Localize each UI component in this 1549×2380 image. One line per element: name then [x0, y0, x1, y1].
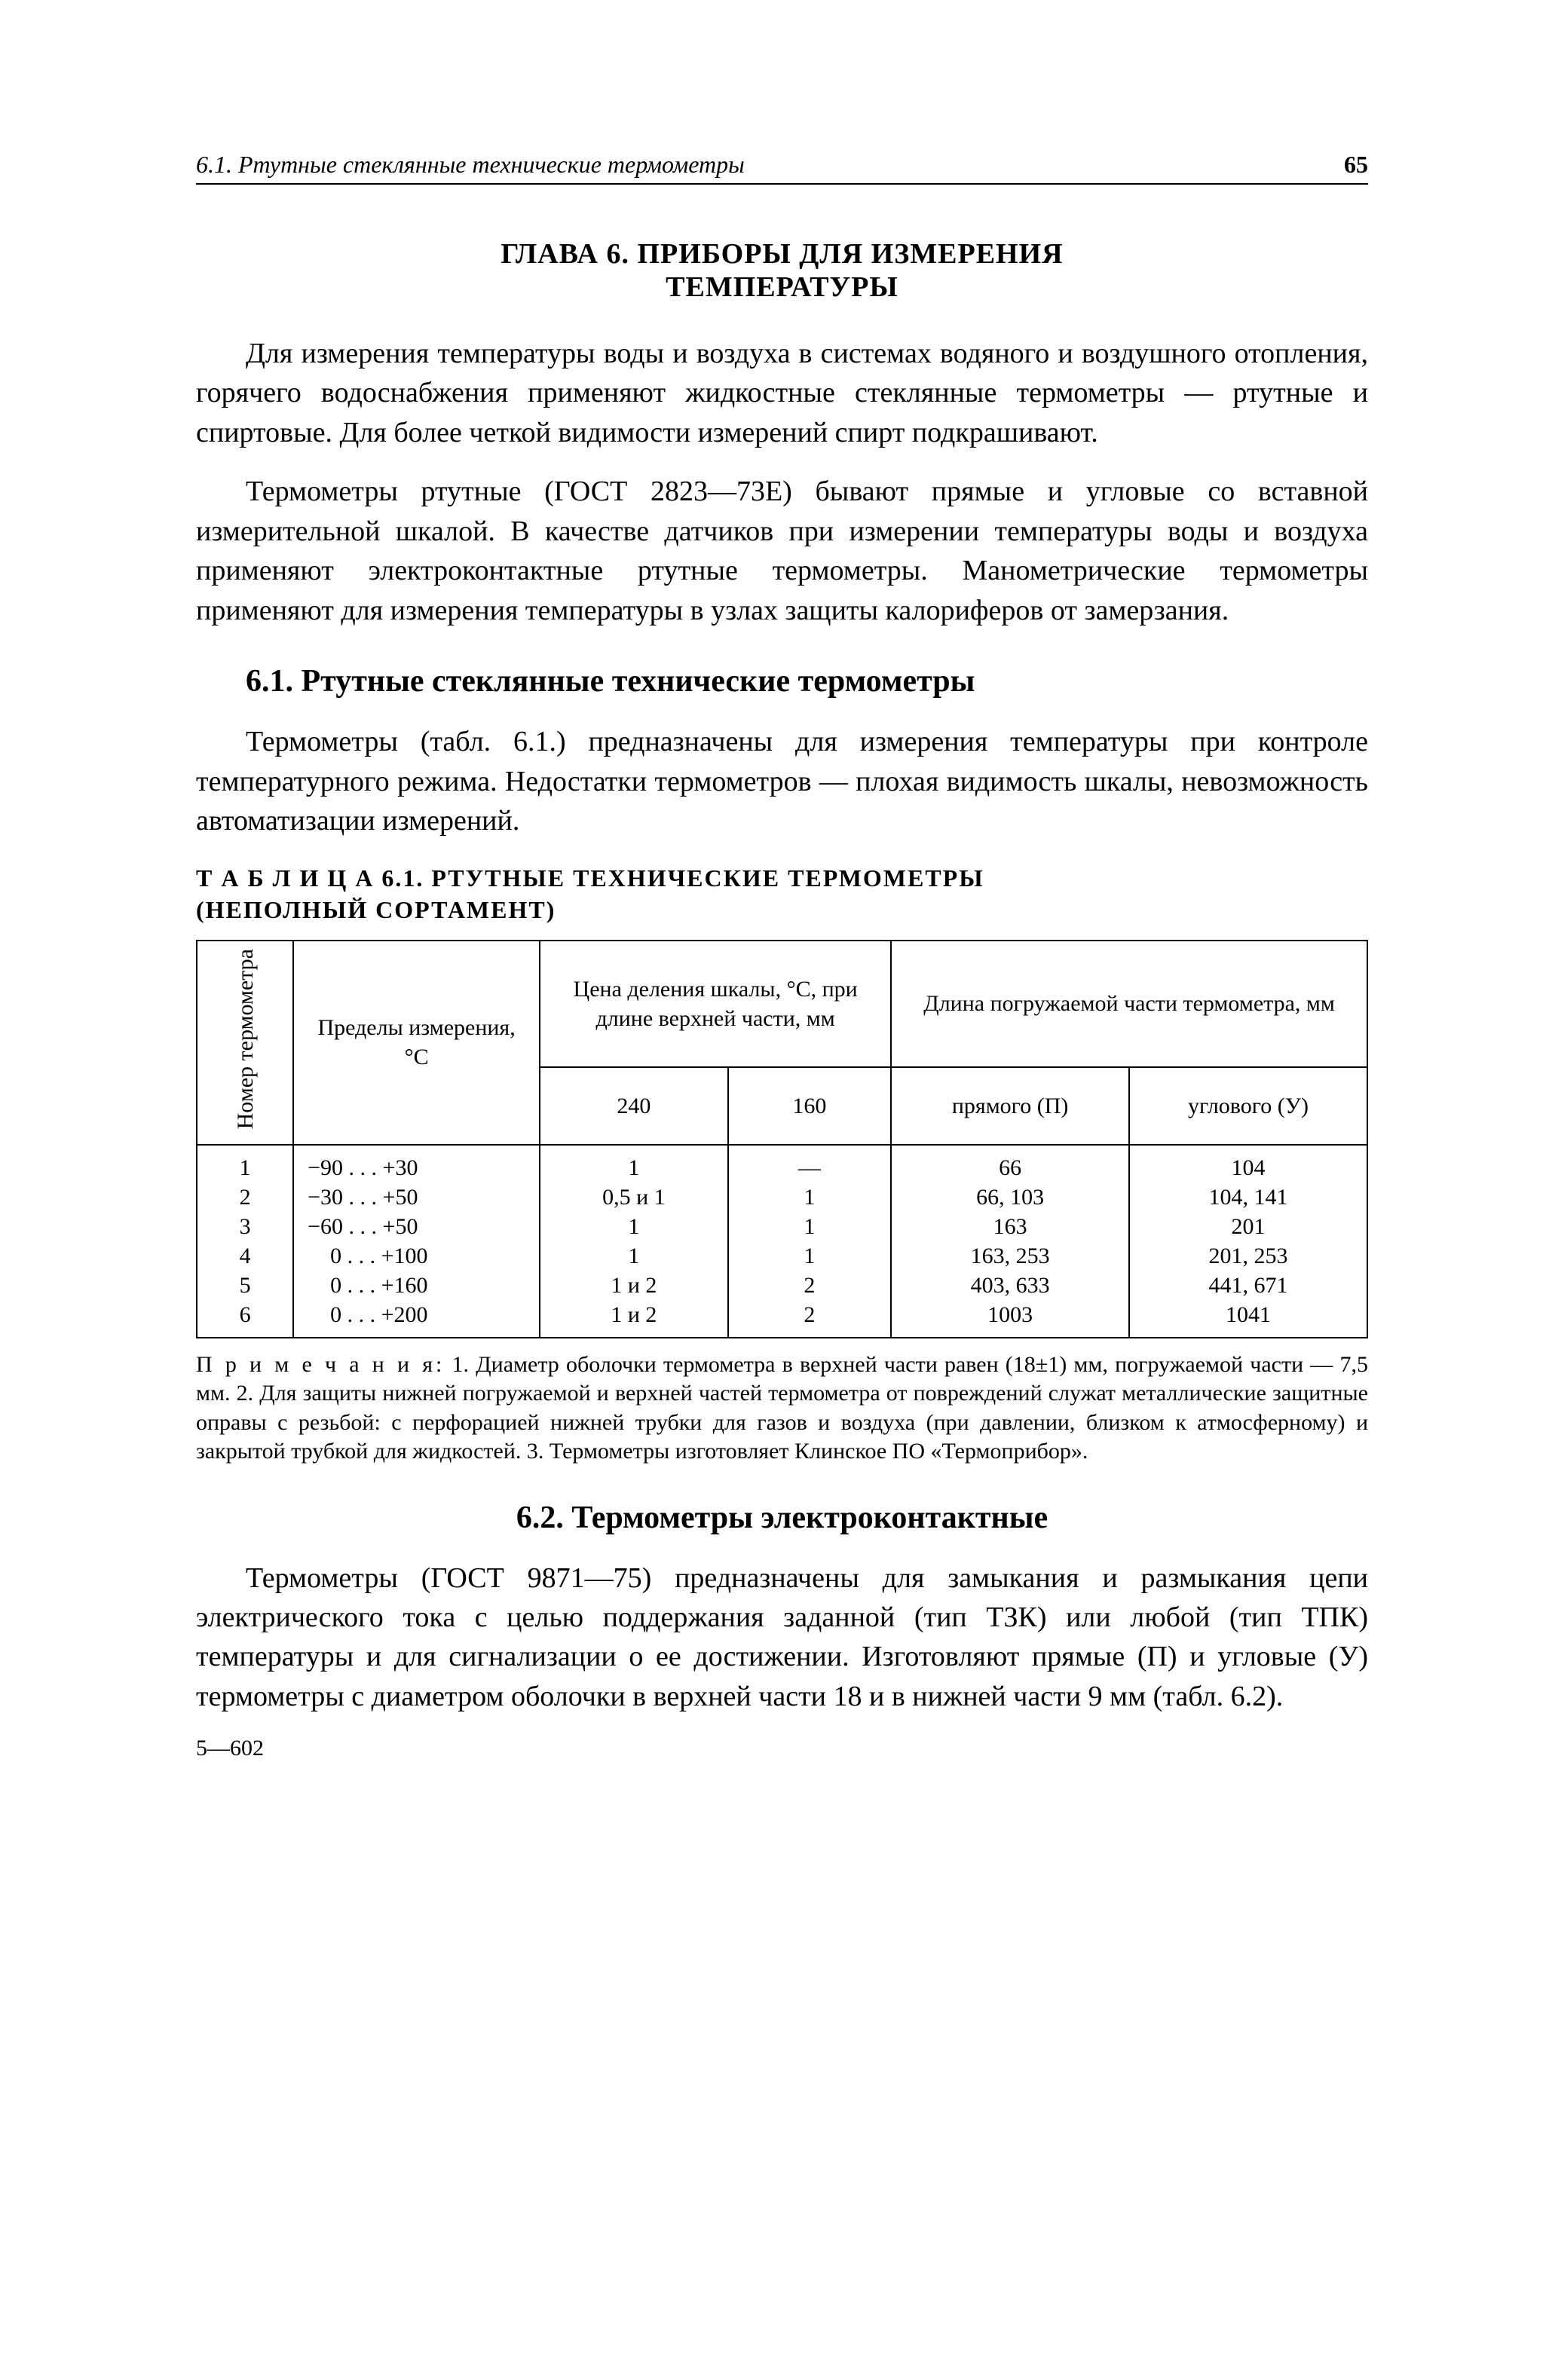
table-body: 1 2 3 4 5 6 −90 . . . +30 −30 . . . +50 … [197, 1145, 1367, 1338]
col-length-header: Длина погружаемой части термометра, мм [891, 941, 1367, 1068]
chapter-title: ГЛАВА 6. ПРИБОРЫ ДЛЯ ИЗМЕРЕНИЯ ТЕМПЕРАТУ… [196, 237, 1368, 304]
col-number-data: 1 2 3 4 5 6 [197, 1145, 293, 1338]
col-straight-header: прямого (П) [891, 1067, 1129, 1145]
col-angle-header: углового (У) [1129, 1067, 1367, 1145]
table-6-1: Номер термометра Пределы измерения, °С Ц… [196, 940, 1368, 1338]
running-title: 6.1. Ртутные стеклянные технические терм… [196, 151, 745, 179]
intro-paragraph-1: Для измерения температуры воды и воздуха… [196, 334, 1368, 452]
col-240-data: 1 0,5 и 1 1 1 1 и 2 1 и 2 [540, 1145, 728, 1338]
col-range-data: −90 . . . +30 −30 . . . +50 −60 . . . +5… [293, 1145, 540, 1338]
section-6-1-title: 6.1. Ртутные стеклянные технические терм… [196, 663, 1368, 699]
table-6-1-caption: Т А Б Л И Ц А 6.1. РТУТНЫЕ ТЕХНИЧЕСКИЕ Т… [196, 863, 1368, 925]
running-header: 6.1. Ртутные стеклянные технические терм… [196, 151, 1368, 185]
col-straight-data: 66 66, 103 163 163, 253 403, 633 1003 [891, 1145, 1129, 1338]
page: 6.1. Ртутные стеклянные технические терм… [0, 0, 1549, 2380]
intro-paragraph-2: Термометры ртутные (ГОСТ 2823—73Е) бываю… [196, 472, 1368, 630]
table-caption-line1: Т А Б Л И Ц А 6.1. РТУТНЫЕ ТЕХНИЧЕСКИЕ Т… [196, 863, 1368, 895]
col-angle-data: 104 104, 141 201 201, 253 441, 671 1041 [1129, 1145, 1367, 1338]
col-division-header: Цена деления шкалы, °С, при длине верхне… [540, 941, 891, 1068]
note-lead: П р и м е ч а н и я: [196, 1352, 445, 1377]
section-6-2-paragraph: Термометры (ГОСТ 9871—75) предназначены … [196, 1559, 1368, 1717]
signature-mark: 5—602 [196, 1736, 1368, 1761]
col-160-data: — 1 1 1 2 2 [728, 1145, 891, 1338]
section-6-2-title: 6.2. Термометры электроконтактные [196, 1500, 1368, 1536]
col-number-label: Номер термометра [231, 949, 260, 1129]
table-header-row-1: Номер термометра Пределы измерения, °С Ц… [197, 941, 1367, 1068]
table-caption-line2: (НЕПОЛНЫЙ СОРТАМЕНТ) [196, 895, 1368, 926]
table-data-row: 1 2 3 4 5 6 −90 . . . +30 −30 . . . +50 … [197, 1145, 1367, 1338]
table-head: Номер термометра Пределы измерения, °С Ц… [197, 941, 1367, 1145]
col-range-header: Пределы измерения, °С [293, 941, 540, 1145]
table-6-1-note: П р и м е ч а н и я: 1. Диаметр оболочки… [196, 1351, 1368, 1467]
col-240-header: 240 [540, 1067, 728, 1145]
page-number: 65 [1344, 151, 1368, 179]
chapter-title-line2: ТЕМПЕРАТУРЫ [196, 271, 1368, 304]
col-number-header: Номер термометра [197, 941, 293, 1145]
col-160-header: 160 [728, 1067, 891, 1145]
section-6-1-paragraph: Термометры (табл. 6.1.) предназначены дл… [196, 722, 1368, 840]
chapter-title-line1: ГЛАВА 6. ПРИБОРЫ ДЛЯ ИЗМЕРЕНИЯ [196, 237, 1368, 271]
